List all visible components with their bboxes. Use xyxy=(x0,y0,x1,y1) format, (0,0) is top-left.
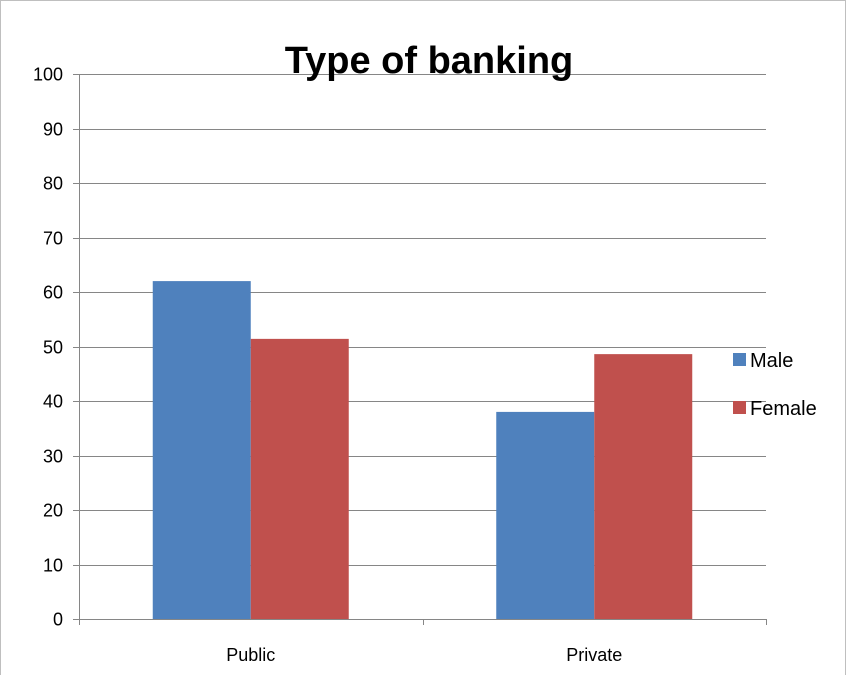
y-tick-label: 60 xyxy=(43,283,63,303)
tick-labels: 0 10 20 30 40 50 60 70 80 90 100 Public Private xyxy=(33,65,622,666)
y-tick-label: 80 xyxy=(43,174,63,194)
y-tick-label: 40 xyxy=(43,392,63,412)
legend: Male Female xyxy=(733,350,817,420)
y-tick-label: 50 xyxy=(43,338,63,358)
legend-label-female: Female xyxy=(750,398,817,420)
y-tick-label: 100 xyxy=(33,65,63,85)
y-tick-label: 10 xyxy=(43,556,63,576)
axes xyxy=(73,74,767,625)
bars xyxy=(152,281,693,619)
y-tick-label: 90 xyxy=(43,120,63,140)
chart-title: Type of banking xyxy=(285,40,574,82)
y-tick-label: 30 xyxy=(43,447,63,467)
y-tick-label: 70 xyxy=(43,229,63,249)
y-tick-label: 0 xyxy=(53,610,63,630)
legend-swatch-female xyxy=(733,401,746,414)
legend-swatch-male xyxy=(733,353,746,366)
bar-female-private xyxy=(594,354,693,619)
x-tick-label: Private xyxy=(566,645,622,665)
x-tick-label: Public xyxy=(226,645,275,665)
bar-male-private xyxy=(496,411,595,619)
y-tick-label: 20 xyxy=(43,501,63,521)
legend-label-male: Male xyxy=(750,350,793,372)
bar-female-public xyxy=(250,338,349,619)
bar-male-public xyxy=(152,281,251,619)
